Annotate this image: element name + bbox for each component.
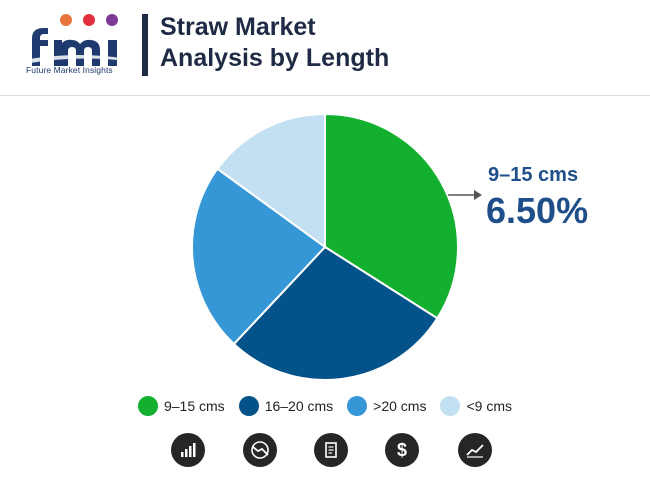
trend-down-icon [243, 433, 277, 467]
footer-icons: $ [0, 433, 650, 473]
legend-item-3: <9 cms [440, 396, 512, 416]
svg-text:$: $ [397, 440, 407, 460]
trend-up-icon [458, 433, 492, 467]
chart-legend: 9–15 cms 16–20 cms >20 cms <9 cms [0, 395, 650, 417]
document-icon [314, 433, 348, 467]
dollar-icon: $ [385, 433, 419, 467]
legend-label: <9 cms [466, 398, 512, 414]
legend-item-2: >20 cms [347, 396, 426, 416]
logo-tagline: Future Market Insights [26, 65, 113, 75]
page-title: Straw Market Analysis by Length [160, 12, 389, 74]
pie-slice-3 [216, 112, 326, 249]
legend-swatch [137, 396, 158, 416]
legend-swatch [238, 396, 259, 416]
legend-label: >20 cms [373, 398, 427, 414]
legend-label: 16–20 cms [264, 398, 334, 414]
legend-swatch [347, 396, 368, 416]
legend-item-0: 9–15 cms [137, 396, 225, 416]
callout-value: 6.50% [486, 190, 589, 231]
legend-swatch [440, 396, 461, 416]
callout-label: 9–15 cms [488, 164, 579, 186]
pie-slice-1 [232, 245, 439, 381]
bar-chart-icon [171, 433, 205, 467]
fmi-logo [24, 14, 134, 66]
legend-item-1: 16–20 cms [238, 396, 334, 416]
legend-label: 9–15 cms [163, 398, 225, 414]
title-accent-bar [142, 14, 148, 76]
title-line-1: Straw Market [160, 13, 316, 41]
callout-arrow [448, 190, 482, 200]
pie-chart [191, 112, 482, 381]
header: Future Market Insights Straw Market Anal… [0, 0, 650, 96]
title-line-2: Analysis by Length [160, 44, 390, 72]
pie-slice-2 [191, 167, 327, 346]
